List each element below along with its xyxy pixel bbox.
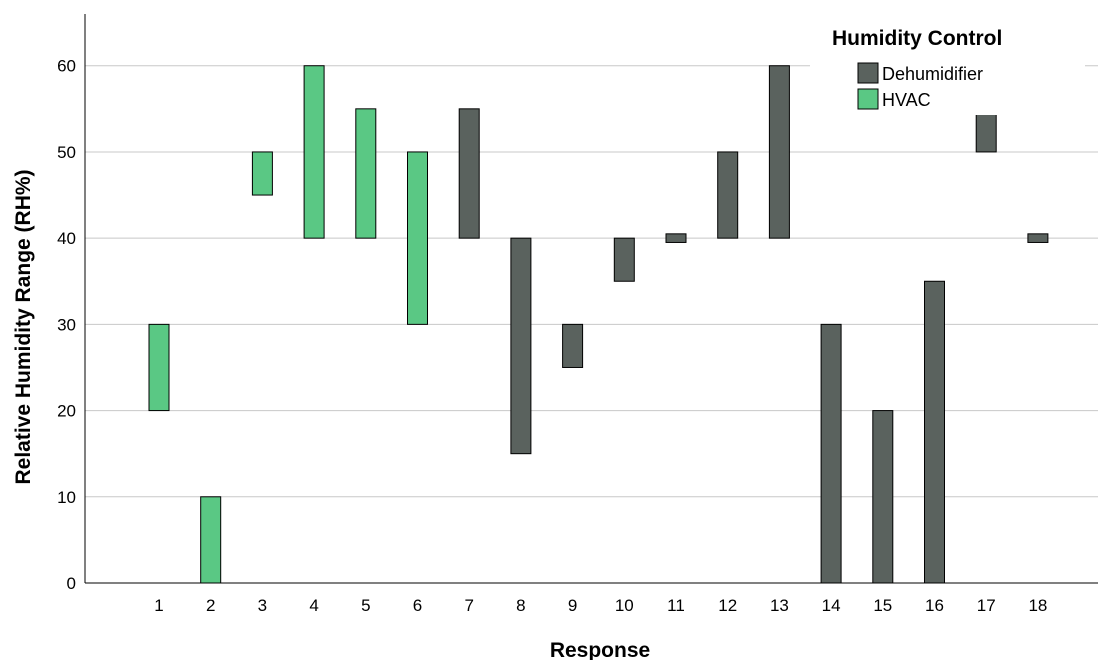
legend-swatch-hvac <box>857 88 879 110</box>
bar-hvac-response-4 <box>303 65 325 239</box>
x-tick-label: 3 <box>258 596 267 615</box>
gridlines <box>85 65 1098 498</box>
y-tick-label: 0 <box>67 574 76 593</box>
bar-dehumidifier-response-8 <box>510 237 532 455</box>
bar-hvac-response-5 <box>355 108 377 239</box>
x-tick-label: 9 <box>568 596 577 615</box>
bar-dehumidifier-response-9 <box>562 323 584 368</box>
x-tick-label: 2 <box>206 596 215 615</box>
x-tick-label: 11 <box>667 596 685 615</box>
bar-dehumidifier-response-15 <box>872 410 894 584</box>
x-tick-label: 15 <box>873 596 892 615</box>
legend-title: Humidity Control <box>832 27 1002 50</box>
y-tick-label: 50 <box>57 143 76 162</box>
legend-background <box>810 20 1085 115</box>
legend-label-hvac: HVAC <box>882 90 931 110</box>
x-tick-label: 7 <box>464 596 473 615</box>
bar-dehumidifier-response-11 <box>665 233 687 243</box>
y-axis: 0 10 20 30 40 50 60 <box>57 14 86 593</box>
x-axis: 1 2 3 4 5 6 7 8 9 10 11 12 13 14 15 16 17 18 <box>85 582 1098 615</box>
legend-label-dehumidifier: Dehumidifier <box>882 64 983 84</box>
x-tick-label: 8 <box>516 596 525 615</box>
bar-hvac-response-6 <box>407 151 428 325</box>
x-tick-label: 1 <box>154 596 163 615</box>
bars <box>148 65 1049 584</box>
bar-dehumidifier-response-12 <box>717 151 739 239</box>
bar-dehumidifier-response-7 <box>458 108 480 239</box>
x-tick-label: 13 <box>770 596 789 615</box>
y-axis-title: Relative Humidity Range (RH%) <box>12 169 35 484</box>
bar-hvac-response-3 <box>251 151 273 196</box>
y-tick-label: 30 <box>57 315 76 334</box>
x-tick-label: 16 <box>925 596 944 615</box>
x-tick-label: 18 <box>1028 596 1047 615</box>
legend: Humidity Control Dehumidifier HVAC <box>810 20 1085 115</box>
x-tick-label: 12 <box>718 596 737 615</box>
bar-dehumidifier-response-13 <box>768 65 790 239</box>
x-axis-title: Response <box>550 639 650 660</box>
x-tick-label: 4 <box>309 596 318 615</box>
x-tick-label: 5 <box>361 596 370 615</box>
y-tick-label: 10 <box>57 488 76 507</box>
y-tick-label: 60 <box>57 57 76 76</box>
bar-hvac-response-2 <box>200 496 222 584</box>
bar-dehumidifier-response-10 <box>613 237 635 282</box>
bar-dehumidifier-response-14 <box>820 323 842 584</box>
x-tick-label: 14 <box>822 596 841 615</box>
legend-swatch-dehumidifier <box>857 62 879 84</box>
x-tick-label: 6 <box>413 596 422 615</box>
y-tick-label: 40 <box>57 229 76 248</box>
x-tick-label: 10 <box>615 596 634 615</box>
x-tick-label: 17 <box>977 596 996 615</box>
bar-dehumidifier-response-16 <box>924 280 945 584</box>
bar-dehumidifier-response-18 <box>1027 233 1049 243</box>
bar-dehumidifier-response-17 <box>975 108 997 153</box>
y-tick-label: 20 <box>57 402 76 421</box>
bar-hvac-response-1 <box>148 323 170 412</box>
